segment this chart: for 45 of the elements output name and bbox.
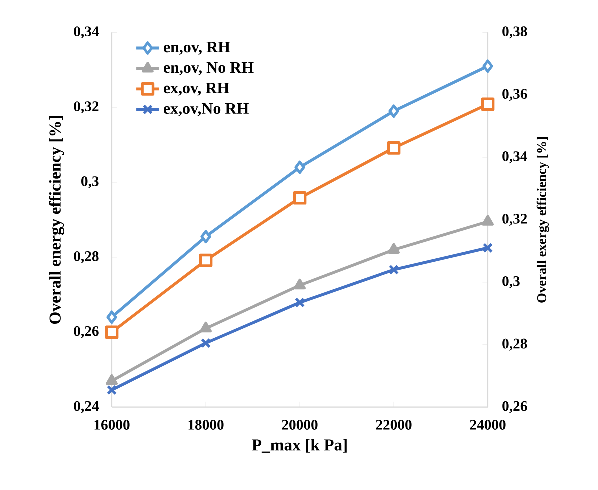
y-tick-label: 0,28: [74, 251, 99, 264]
y2-tick-label: 0,36: [502, 89, 528, 102]
y2-tick-label: 0,28: [502, 338, 528, 351]
legend-label: ex,ov,No RH: [164, 103, 249, 116]
y-tick-label: 0,34: [74, 26, 100, 39]
point: [200, 338, 212, 348]
y2-tick-label: 0,32: [502, 214, 528, 226]
point: [294, 160, 306, 174]
y-tick-label: 0,32: [74, 102, 99, 114]
y-tick-label: 0,26: [74, 326, 99, 338]
y-tick-label: 0,24: [74, 401, 100, 414]
point: [293, 191, 307, 205]
point: [482, 242, 494, 254]
point: [482, 60, 494, 74]
y2-tick-label: 0,34: [502, 152, 528, 164]
point: [200, 230, 212, 244]
legend-label: ex,ov, RH: [164, 82, 230, 96]
point: [388, 104, 400, 118]
y-tick-label: 0,3: [82, 176, 99, 189]
y2-tick-label: 0,38: [502, 26, 528, 39]
legend-label: en,ov, No RH: [164, 62, 254, 76]
point: [388, 243, 400, 254]
y2-tick-label: 0,26: [502, 401, 528, 414]
legend-label: en,ov, RH: [164, 42, 230, 55]
point: [388, 264, 400, 276]
point: [294, 298, 306, 308]
y2-tick-label: 0,3: [502, 276, 520, 288]
point: [481, 98, 495, 112]
x-tick-label: 24000: [470, 420, 506, 430]
point: [106, 374, 118, 386]
x-tick-label: 16000: [94, 420, 130, 430]
x-tick-label: 18000: [188, 420, 224, 430]
point: [106, 310, 118, 324]
point: [106, 385, 118, 396]
x-axis-title: P_max [k Pa]: [252, 439, 347, 453]
x-tick-label: 22000: [376, 420, 412, 430]
point: [482, 215, 494, 226]
y-axis-title: Overall energy efficiency [%]: [49, 116, 64, 324]
point: [199, 254, 213, 268]
point: [387, 142, 401, 155]
y2-axis-title: Overall exergy efficiency [%]: [536, 138, 550, 303]
point: [105, 326, 119, 340]
x-tick-label: 20000: [282, 420, 318, 430]
point: [200, 322, 212, 333]
point: [294, 278, 306, 290]
